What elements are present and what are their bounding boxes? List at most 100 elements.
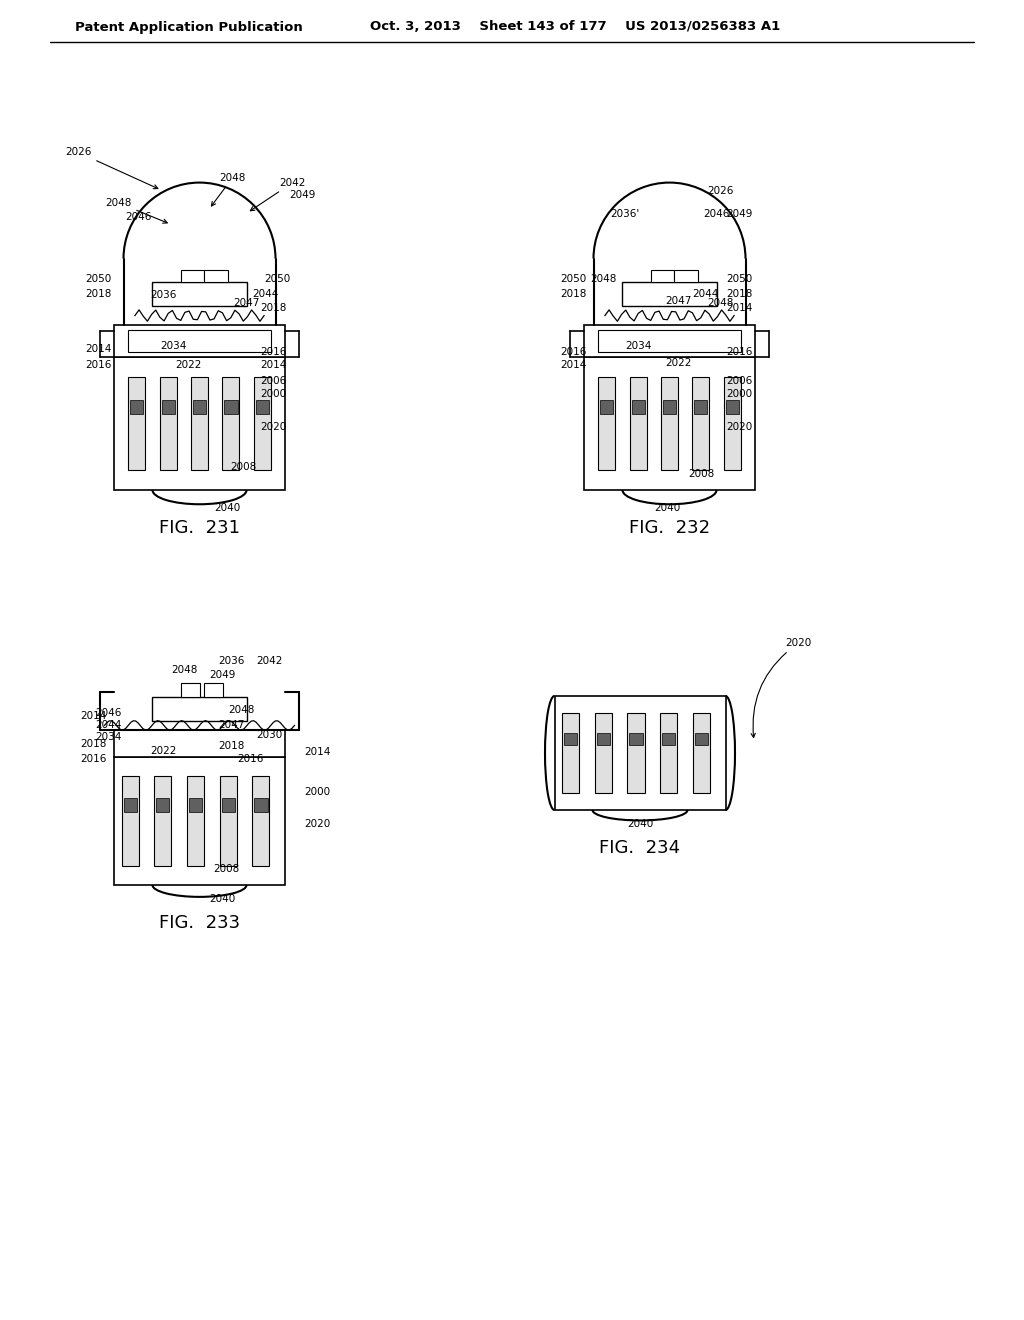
Bar [564,733,578,744]
Bar [221,799,234,812]
Text: 2047: 2047 [666,296,692,306]
Bar [128,378,145,470]
Text: 2036: 2036 [150,290,176,301]
Bar [153,282,247,306]
Bar [114,356,285,490]
Text: 2048: 2048 [105,198,167,223]
Bar [128,330,270,352]
Text: 2014: 2014 [726,302,753,313]
Bar [598,330,740,352]
Bar [114,756,285,884]
Text: 2048: 2048 [590,275,616,284]
Bar [187,776,204,866]
Text: 2049: 2049 [726,209,753,219]
Text: 2036': 2036' [610,209,639,219]
Bar [692,378,710,470]
Text: FIG.  234: FIG. 234 [599,840,681,857]
Text: 2026: 2026 [708,186,734,195]
Text: 2036: 2036 [218,656,245,665]
Bar [193,400,206,414]
Text: 2040: 2040 [627,820,653,829]
Text: 2034: 2034 [160,342,186,351]
Bar [693,713,710,793]
Bar [256,400,269,414]
Bar [632,400,645,414]
Text: 2046: 2046 [125,211,152,222]
Text: 2016: 2016 [726,347,753,358]
Text: 2008: 2008 [230,462,256,473]
Bar [180,682,200,697]
Bar [188,799,202,812]
Text: 2000: 2000 [726,389,753,399]
Text: Oct. 3, 2013    Sheet 143 of 177    US 2013/0256383 A1: Oct. 3, 2013 Sheet 143 of 177 US 2013/02… [370,21,780,33]
Text: 2022: 2022 [150,746,176,756]
Bar [663,400,676,414]
Text: 2014: 2014 [260,360,287,371]
Text: 2020: 2020 [260,422,287,432]
Text: 2049: 2049 [290,190,315,201]
Bar [124,799,137,812]
Text: 2008: 2008 [214,865,240,874]
Bar [694,733,708,744]
Text: 2030: 2030 [256,730,283,739]
Bar [584,325,755,356]
Text: 2044: 2044 [692,289,719,298]
Text: 2016: 2016 [560,347,587,358]
Text: 2048: 2048 [171,665,198,675]
Bar [600,400,613,414]
Text: FIG.  232: FIG. 232 [629,519,710,537]
Text: 2048: 2048 [228,705,254,715]
Bar [155,776,171,866]
Bar [597,733,610,744]
Bar [114,325,285,356]
Bar [254,799,267,812]
Text: 2018: 2018 [218,741,245,751]
Text: 2014: 2014 [80,710,106,721]
Bar [726,400,739,414]
Text: 2014: 2014 [85,345,112,354]
Bar [630,378,647,470]
Bar [660,713,677,793]
Text: 2050: 2050 [560,275,587,284]
Text: 2046: 2046 [95,708,122,718]
Text: 2016: 2016 [80,754,106,763]
Bar [674,271,697,282]
Text: 2018: 2018 [260,302,287,313]
Bar [650,271,674,282]
Bar [663,733,676,744]
Text: 2047: 2047 [232,298,259,308]
Bar [130,400,143,414]
Text: 2044: 2044 [95,721,122,730]
Bar [204,271,227,282]
Text: 2006: 2006 [260,376,287,385]
Bar [222,378,240,470]
Text: 2020: 2020 [752,638,812,738]
Bar [152,697,247,721]
Text: 2018: 2018 [726,289,753,298]
Text: 2018: 2018 [85,289,112,298]
Bar [204,682,223,697]
Text: 2020: 2020 [304,820,331,829]
Text: 2006: 2006 [726,376,753,385]
Text: 2040: 2040 [215,503,241,513]
Text: FIG.  233: FIG. 233 [159,913,240,932]
Text: 2018: 2018 [80,739,106,750]
Text: 2020: 2020 [726,422,753,432]
Bar [122,776,138,866]
Text: 2040: 2040 [209,894,236,904]
Text: 2042: 2042 [256,656,283,665]
Bar [219,776,237,866]
Bar [160,378,177,470]
Text: 2046: 2046 [703,209,730,219]
Bar [114,730,285,756]
Text: 2049: 2049 [209,671,236,680]
Bar [252,776,269,866]
Text: 2016: 2016 [260,347,287,358]
Text: 2048: 2048 [211,173,246,206]
Bar [254,378,270,470]
Text: 2047: 2047 [218,721,245,730]
Bar [224,400,238,414]
Bar [630,733,643,744]
Text: 2048: 2048 [708,298,734,308]
Text: Patent Application Publication: Patent Application Publication [75,21,303,33]
